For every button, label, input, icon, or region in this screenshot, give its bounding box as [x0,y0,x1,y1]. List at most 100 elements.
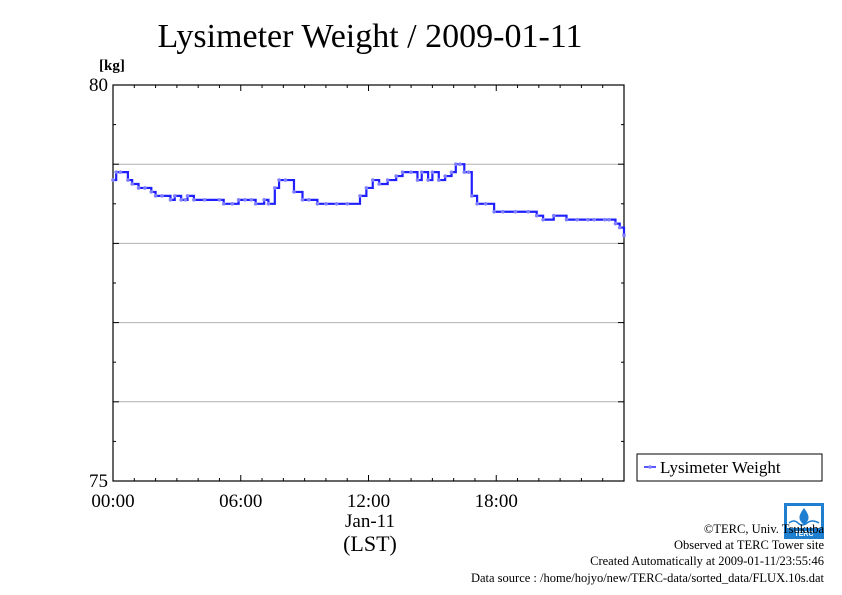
data-point [283,178,288,182]
data-point [466,170,471,174]
data-point [449,170,454,174]
data-point [160,194,164,198]
data-point [183,198,188,202]
legend-label: Lysimeter Weight [660,458,781,477]
data-point [315,202,320,206]
data-point [172,194,177,198]
data-point [126,178,130,182]
credit-copyright: ©TERC, Univ. Tsukuba [703,522,824,536]
legend-marker-swatch [648,465,652,469]
data-point [462,170,467,174]
data-point [345,202,350,206]
x-axis-label: (LST) [343,531,397,556]
data-point [149,190,154,194]
data-point [217,198,222,202]
data-point [136,186,141,190]
data-point [453,162,458,166]
data-point [475,202,479,206]
y-axis-unit: [kg] [99,58,125,74]
data-point [130,182,134,186]
data-point [436,178,441,182]
data-point [111,178,115,182]
data-point [541,217,545,222]
data-point [364,186,369,190]
y-tick-label: 75 [89,471,108,492]
data-point [334,202,339,206]
data-point [617,225,622,230]
data-point [613,221,618,226]
data-point [236,198,241,202]
data-point [277,178,281,182]
data-point [534,213,539,218]
wave-icon [788,520,820,526]
data-point [430,170,435,174]
x-tick-label: 12:00 [347,491,390,512]
legend-box [636,453,823,482]
axis-ticks [112,84,625,482]
data-point [419,170,424,174]
x-date-label: Jan-11 [345,511,395,532]
data-point [307,198,311,202]
x-tick-label: 06:00 [219,491,262,512]
data-point [377,182,381,186]
water-drop-icon [799,508,809,525]
data-point [586,217,590,222]
grid-lines [113,163,624,403]
y-tick-labels: 75 80 [89,75,108,492]
credit-observed: Observed at TERC Tower site [673,538,824,553]
data-point [575,217,579,222]
x-tick-label: 00:00 [91,491,134,512]
data-point [324,202,328,206]
data-point [192,198,196,202]
data-point [500,209,505,214]
data-point [249,198,254,202]
x-tick-label: 18:00 [475,491,518,512]
data-point [179,198,183,202]
data-point [513,209,518,214]
data-point [370,178,375,182]
x-tick-labels: 00:00 06:00 12:00 18:00 [91,491,518,512]
data-point [607,217,611,222]
data-point [458,162,462,166]
data-point [400,170,405,174]
credit-created: Created Automatically at 2009-01-11/23:5… [590,554,824,569]
credits-block: ©TERC, Univ. Tsukuba Observed at TERC To… [471,521,824,586]
data-point [564,217,569,222]
series-line [113,163,626,236]
data-point [622,233,626,238]
data-point [409,170,413,174]
data-point [292,190,296,194]
data-point [385,178,390,182]
data-point [603,217,607,222]
series-layer [111,162,626,238]
credit-source: Data source : /home/hojyo/new/TERC-data/… [470,570,824,585]
data-point [483,202,488,206]
data-point [358,194,362,198]
data-point [526,209,530,214]
terc-logo: TERC [784,503,824,539]
data-point [426,178,430,182]
data-point [469,194,474,198]
data-point [443,174,447,178]
data-point [262,198,266,202]
data-point [221,202,226,206]
y-tick-label: 80 [89,75,108,96]
legend: Lysimeter Weight [636,453,823,482]
chart-title: Lysimeter Weight / 2009-01-11 [157,18,582,55]
data-point [143,186,147,190]
data-point [185,194,190,198]
data-point [202,198,207,202]
data-point [415,178,420,182]
data-point [153,194,158,198]
data-point [300,198,305,202]
data-point [118,170,123,174]
data-point [394,174,398,178]
data-point [592,217,596,222]
data-point [492,209,496,214]
data-point [273,186,277,190]
plot-frame [112,84,625,482]
data-point [243,198,247,202]
logo-text: TERC [794,531,813,538]
data-point [230,202,235,206]
